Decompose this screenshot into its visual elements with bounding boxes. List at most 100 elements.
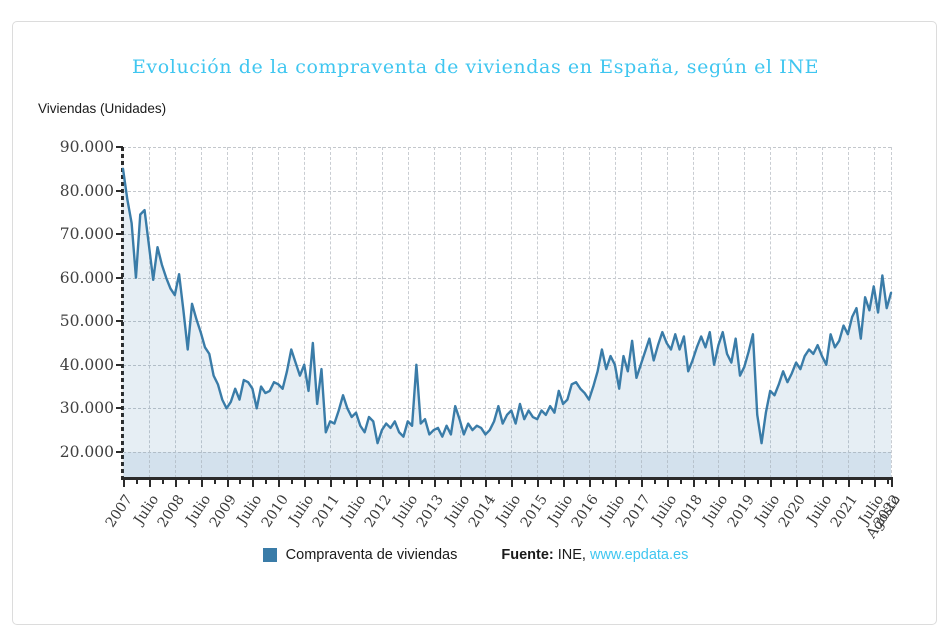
x-axis-tick-label: 2016 xyxy=(569,492,603,531)
y-axis-tick-label: 20.000 xyxy=(59,442,114,461)
gridline-vertical xyxy=(891,147,892,478)
x-axis-tick xyxy=(796,479,799,487)
legend-item-compraventa[interactable]: Compraventa de viviendas xyxy=(262,547,457,563)
x-axis-minor-tick xyxy=(627,479,630,484)
x-axis-minor-tick xyxy=(834,479,837,484)
x-axis-tick xyxy=(666,479,669,487)
x-axis-tick-label: 2019 xyxy=(724,492,758,531)
x-axis-minor-tick xyxy=(239,479,242,484)
x-axis-tick xyxy=(537,479,540,487)
gridline-vertical xyxy=(770,147,772,478)
x-axis-tick xyxy=(278,479,281,487)
gridline-horizontal xyxy=(123,147,891,148)
y-axis-spine xyxy=(121,147,124,478)
x-axis-tick xyxy=(744,479,747,487)
x-axis-tick xyxy=(563,479,566,487)
page-title: Evolución de la compraventa de viviendas… xyxy=(131,56,820,78)
y-axis-tick-label: 40.000 xyxy=(59,355,114,374)
x-axis-tick-label: 2014 xyxy=(465,492,499,531)
x-axis-minor-tick xyxy=(394,479,397,484)
gridline-vertical xyxy=(485,147,487,478)
y-axis-tick-label: 50.000 xyxy=(59,312,114,331)
gridline-vertical xyxy=(614,147,616,478)
x-axis-tick xyxy=(355,479,358,487)
x-axis-minor-tick xyxy=(343,479,346,484)
x-axis-minor-tick xyxy=(550,479,553,484)
gridline-vertical xyxy=(407,147,409,478)
gridline-vertical xyxy=(148,147,150,478)
x-axis-minor-tick xyxy=(886,479,889,484)
y-axis-tick-label: 70.000 xyxy=(59,225,114,244)
gridline-horizontal xyxy=(123,408,891,410)
x-axis-tick xyxy=(821,479,824,487)
gridline-vertical xyxy=(226,147,228,478)
x-axis-tick xyxy=(433,479,436,487)
x-axis-minor-tick xyxy=(161,479,164,484)
x-axis-minor-tick xyxy=(524,479,527,484)
x-axis-minor-tick xyxy=(679,479,682,484)
y-axis-tick-label: 90.000 xyxy=(59,138,114,156)
series-area-fill xyxy=(123,168,891,478)
x-axis-tick xyxy=(407,479,410,487)
area-fill-extension xyxy=(123,451,891,478)
gridline-vertical xyxy=(847,147,849,478)
gridline-vertical xyxy=(252,147,254,478)
x-axis-tick xyxy=(640,479,643,487)
legend-color-swatch xyxy=(262,548,277,562)
x-axis-tick xyxy=(123,479,125,487)
gridline-vertical xyxy=(511,147,513,478)
x-axis-tick-label: 2011 xyxy=(310,492,344,531)
x-axis-tick xyxy=(692,479,695,487)
gridline-vertical xyxy=(381,147,383,478)
x-axis-tick xyxy=(718,479,721,487)
x-axis-minor-tick xyxy=(291,479,294,484)
x-axis-minor-tick xyxy=(783,479,786,484)
x-axis-tick xyxy=(485,479,488,487)
x-axis-tick xyxy=(252,479,255,487)
x-axis-tick xyxy=(511,479,514,487)
x-axis-tick xyxy=(770,479,773,487)
x-axis-minor-tick xyxy=(420,479,423,484)
x-axis-tick xyxy=(148,479,151,487)
gridline-vertical xyxy=(692,147,694,478)
x-axis-tick-label: 2020 xyxy=(776,492,810,531)
x-axis-tick xyxy=(381,479,384,487)
x-axis-minor-tick xyxy=(187,479,190,484)
x-axis-minor-tick xyxy=(860,479,863,484)
y-axis-tick xyxy=(116,363,123,366)
gridline-horizontal xyxy=(123,364,891,366)
x-axis-minor-tick xyxy=(653,479,656,484)
x-axis-minor-tick xyxy=(472,479,475,484)
x-axis-tick-label: 2017 xyxy=(620,492,655,531)
source-label: Fuente: xyxy=(501,547,554,563)
x-axis-tick-label: 2009 xyxy=(206,492,240,531)
gridline-vertical xyxy=(330,147,332,478)
y-axis-tick xyxy=(116,450,123,453)
gridline-horizontal xyxy=(123,321,891,323)
x-axis-minor-tick xyxy=(265,479,268,484)
source-note: Fuente: INE, www.epdata.es xyxy=(501,547,688,563)
plot-wrapper: 20.000 30.000 40.000 50.000 60.000 70.000 80.0… xyxy=(13,22,938,626)
gridline-vertical xyxy=(718,147,720,478)
x-axis-tick-label: 2018 xyxy=(672,492,706,531)
gridline-vertical xyxy=(174,147,176,478)
x-axis-minor-tick xyxy=(213,479,216,484)
chart-footer: Compraventa de viviendas Fuente: INE, ww… xyxy=(13,547,938,563)
x-axis-minor-tick xyxy=(135,479,138,484)
x-axis-tick xyxy=(304,479,307,487)
gridline-horizontal xyxy=(123,190,891,192)
x-axis-tick-label: 2010 xyxy=(258,492,292,531)
gridline-vertical xyxy=(563,147,565,478)
y-axis-tick xyxy=(116,233,123,236)
x-axis-tick-label: 2015 xyxy=(517,492,551,531)
y-axis-tick xyxy=(116,146,123,148)
gridline-vertical xyxy=(873,147,875,478)
y-axis-tick-label: 60.000 xyxy=(59,268,114,287)
y-axis-tick xyxy=(116,276,123,279)
x-axis-minor-tick xyxy=(731,479,734,484)
x-axis-tick-label: 2013 xyxy=(413,492,447,531)
source-link[interactable]: www.epdata.es xyxy=(589,547,689,563)
x-axis-minor-tick xyxy=(757,479,760,484)
x-axis-tick xyxy=(891,479,893,487)
series-line xyxy=(121,167,893,445)
